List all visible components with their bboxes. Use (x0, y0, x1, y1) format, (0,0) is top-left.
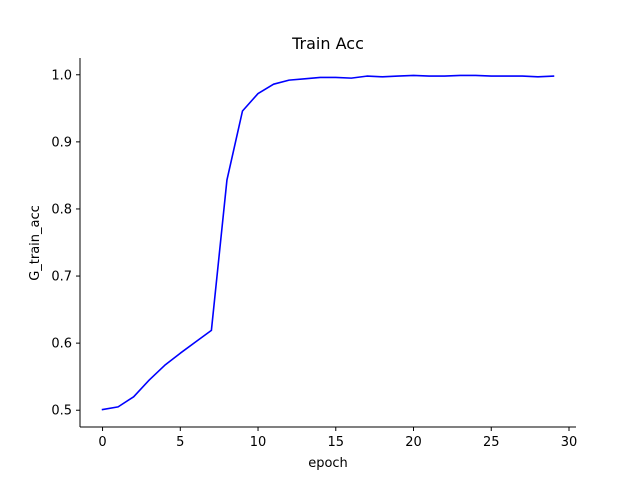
x-tick-label: 0 (98, 435, 106, 450)
x-tick-label: 25 (483, 435, 500, 450)
x-axis-label: epoch (308, 456, 348, 471)
y-tick-label: 0.8 (51, 202, 72, 217)
x-tick-label: 10 (250, 435, 267, 450)
chart-title: Train Acc (291, 34, 364, 53)
series-line (101, 74, 555, 411)
y-tick-label: 1.0 (51, 68, 72, 83)
x-tick-label: 30 (561, 435, 578, 450)
x-tick-label: 5 (176, 435, 184, 450)
x-tick-label: 15 (328, 435, 345, 450)
y-axis-label: G_train_acc (28, 205, 43, 281)
y-tick-label: 0.6 (51, 337, 72, 352)
y-tick-label: 0.5 (51, 404, 72, 419)
x-tick-label: 20 (405, 435, 422, 450)
y-tick-label: 0.9 (51, 135, 72, 150)
y-tick-label: 0.7 (51, 270, 72, 285)
